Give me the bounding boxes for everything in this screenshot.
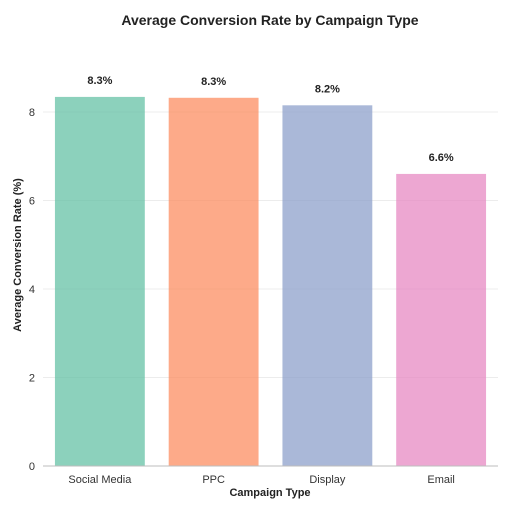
bar-social-media <box>54 96 145 466</box>
data-label: 8.2% <box>315 83 340 95</box>
data-label: 8.3% <box>201 76 226 88</box>
x-tick-label: PPC <box>202 474 225 486</box>
chart-title: Average Conversion Rate by Campaign Type <box>121 12 418 28</box>
y-axis-title: Average Conversion Rate (%) <box>12 178 24 332</box>
bar-ppc <box>168 97 259 466</box>
x-axis-title: Campaign Type <box>229 487 310 499</box>
x-tick-label: Display <box>309 474 346 486</box>
y-tick-label: 4 <box>29 284 35 296</box>
y-tick-label: 0 <box>29 461 35 473</box>
data-label-layer: 8.3% 8.3% 8.2% 6.6% <box>87 75 454 164</box>
x-tick-label: Email <box>427 474 455 486</box>
bar-display <box>282 105 373 466</box>
y-tick-layer: 0 2 4 6 8 <box>29 107 35 473</box>
x-tick-layer: Social Media PPC Display Email <box>68 474 455 486</box>
y-tick-label: 6 <box>29 195 35 207</box>
x-tick-label: Social Media <box>68 474 132 486</box>
bar-layer <box>54 96 487 466</box>
y-tick-label: 8 <box>29 107 35 119</box>
data-label: 8.3% <box>87 75 112 87</box>
bar-email <box>396 173 487 466</box>
data-label: 6.6% <box>429 152 454 164</box>
y-tick-label: 2 <box>29 372 35 384</box>
